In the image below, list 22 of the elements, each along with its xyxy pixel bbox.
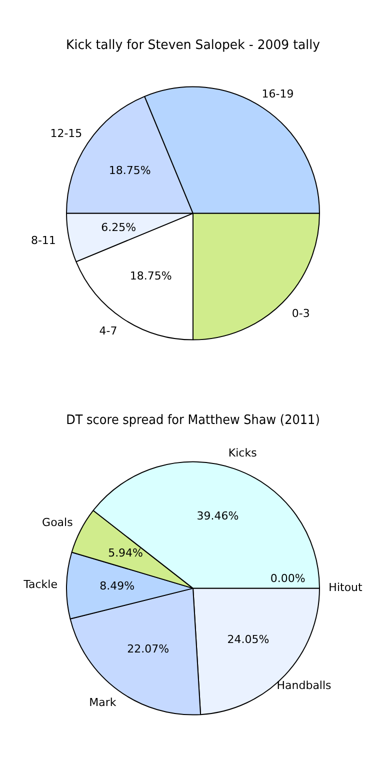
data-label: 18.75% [108, 164, 151, 177]
data-label: 22.07% [127, 642, 170, 656]
slice-label: Tackle [22, 578, 58, 591]
slice-label: 4-7 [99, 324, 118, 338]
slice-label: Goals [42, 516, 74, 529]
data-label: 39.46% [196, 509, 239, 522]
slice-label: Handballs [276, 678, 332, 692]
chart-title: DT score spread for Matthew Shaw (2011) [66, 412, 320, 428]
chart-title: Kick tally for Steven Salopek - 2009 tally [66, 38, 320, 54]
slice-label: Kicks [228, 446, 258, 460]
slice-label: Mark [89, 696, 117, 710]
data-label: 6.25% [101, 220, 136, 234]
slice-label: 12-15 [50, 126, 82, 140]
slice-label: 16-19 [262, 88, 294, 101]
text: 0.00% [270, 572, 306, 586]
data-label: 18.75% [130, 269, 172, 282]
data-label: 5.94% [108, 546, 144, 560]
data-label: 24.05% [227, 633, 270, 646]
category-label: Hitout [328, 581, 362, 594]
slice-label: 0-3 [292, 306, 310, 320]
data-label: 8.49% [100, 579, 135, 592]
slice-label: 8-11 [30, 234, 56, 247]
